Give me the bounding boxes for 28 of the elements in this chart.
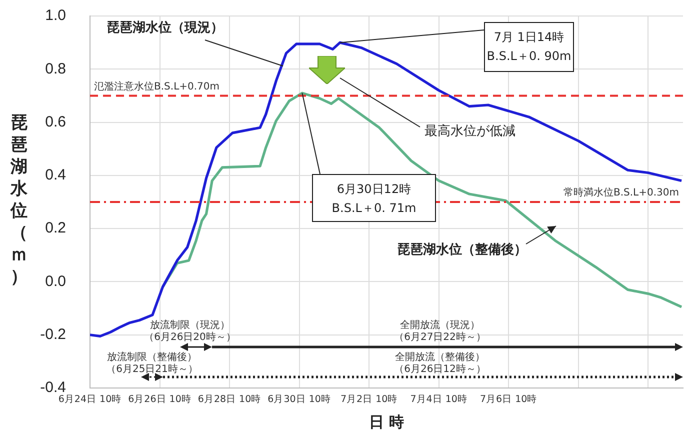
callout-box: 6月30日12時 B.S.L＋0. 71m bbox=[312, 174, 436, 222]
y-tick-label: -0.2 bbox=[40, 326, 66, 343]
ref-line-label: 氾濫注意水位B.S.L+0.70m bbox=[94, 80, 220, 92]
x-tick-label: 7月4日 10時 bbox=[410, 393, 468, 406]
series-label: 琵琶湖水位（整備後） bbox=[397, 241, 527, 258]
y-tick-label: 0.2 bbox=[45, 220, 66, 237]
callout-box: 7月 1日14時 B.S.L＋0. 90m bbox=[484, 22, 574, 72]
x-tick-label: 6月28日 10時 bbox=[198, 393, 262, 406]
y-tick-label: 0.6 bbox=[45, 113, 66, 130]
y-tick-label: 0.8 bbox=[45, 60, 66, 78]
x-axis-title: 日 時 bbox=[368, 412, 404, 431]
x-tick-label: 6月26日 10時 bbox=[128, 393, 192, 406]
annotation: 7月 1日14時 B.S.L＋0. 90m bbox=[486, 29, 572, 65]
annotation: 放流制限（現況）（6月26日20時～） bbox=[143, 320, 237, 344]
y-tick-label: 0.0 bbox=[45, 272, 66, 290]
y-axis-title: 琵琶湖水位（ｍ） bbox=[9, 112, 28, 288]
annotation: 最高水位が低減 bbox=[424, 123, 516, 141]
x-tick-label: 7月6日 10時 bbox=[480, 393, 538, 406]
ref-line-label: 常時満水位B.S.L+0.30m bbox=[563, 186, 679, 199]
y-tick-label: 1.0 bbox=[45, 7, 66, 24]
annotation: 全開放流（整備後）（6月26日12時～） bbox=[393, 352, 487, 376]
text: 琵琶湖水位（現況） bbox=[106, 20, 224, 36]
x-tick-label: 6月30日 10時 bbox=[268, 393, 331, 406]
annotation: 6月30日12時 B.S.L＋0. 71m bbox=[330, 181, 418, 217]
annotation: 全開放流（現況）（6月27日22時～） bbox=[393, 320, 487, 344]
annotation: 放流制限（整備後）（6月25日21時～） bbox=[105, 352, 199, 376]
y-tick-label: 0.4 bbox=[45, 166, 66, 184]
x-tick-label: 7月2日 10時 bbox=[340, 393, 398, 406]
